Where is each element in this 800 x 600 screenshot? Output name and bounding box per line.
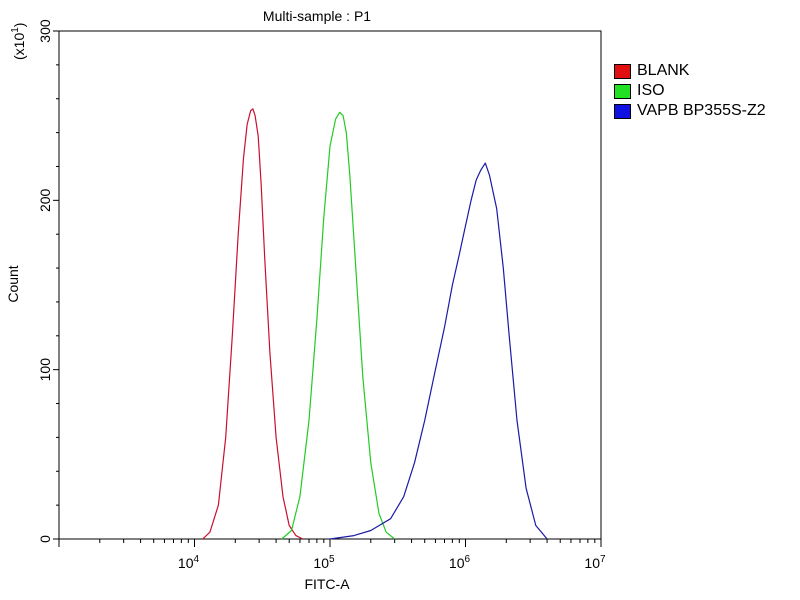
legend-swatch-blank: [614, 63, 631, 79]
x-tick-label: 104: [178, 554, 200, 571]
y-axis-multiplier: (x101): [10, 23, 27, 60]
y-multiplier-exp: 1: [10, 27, 21, 33]
legend-swatch-iso: [614, 83, 631, 99]
series-line-iso: [281, 111, 395, 540]
series-layer: [202, 108, 548, 540]
y-tick-label: 100: [37, 358, 53, 382]
legend-swatch-vapb: [614, 103, 631, 119]
plot-frame: [58, 30, 602, 540]
x-axis-label: FITC-A: [304, 576, 350, 592]
legend-label-vapb: VAPB BP355S-Z2: [637, 102, 766, 119]
y-axis-label: Count: [5, 265, 21, 302]
legend-item-vapb: VAPB BP355S-Z2: [614, 101, 800, 121]
y-tick-label: 300: [37, 19, 53, 43]
y-tick-label: 200: [37, 188, 53, 212]
x-tick-label: 106: [449, 554, 471, 571]
legend-label-blank: BLANK: [637, 62, 690, 79]
x-axis: 104 105 106 107: [58, 539, 606, 571]
y-multiplier-base: (x10: [11, 33, 27, 60]
legend: BLANK ISO VAPB BP355S-Z2: [614, 61, 800, 121]
y-axis: 0 100 200 300: [37, 19, 59, 543]
legend-item-iso: ISO: [614, 81, 800, 101]
x-tick-label: 105: [313, 554, 335, 571]
legend-label-iso: ISO: [637, 82, 665, 99]
chart-title: Multi-sample : P1: [263, 8, 371, 24]
series-line-blank: [202, 108, 304, 540]
svg-text:(x101): (x101): [10, 23, 27, 60]
series-line-vapb: [329, 162, 548, 540]
legend-item-blank: BLANK: [614, 61, 800, 81]
y-tick-label: 0: [37, 535, 53, 543]
x-tick-label: 107: [584, 554, 606, 571]
